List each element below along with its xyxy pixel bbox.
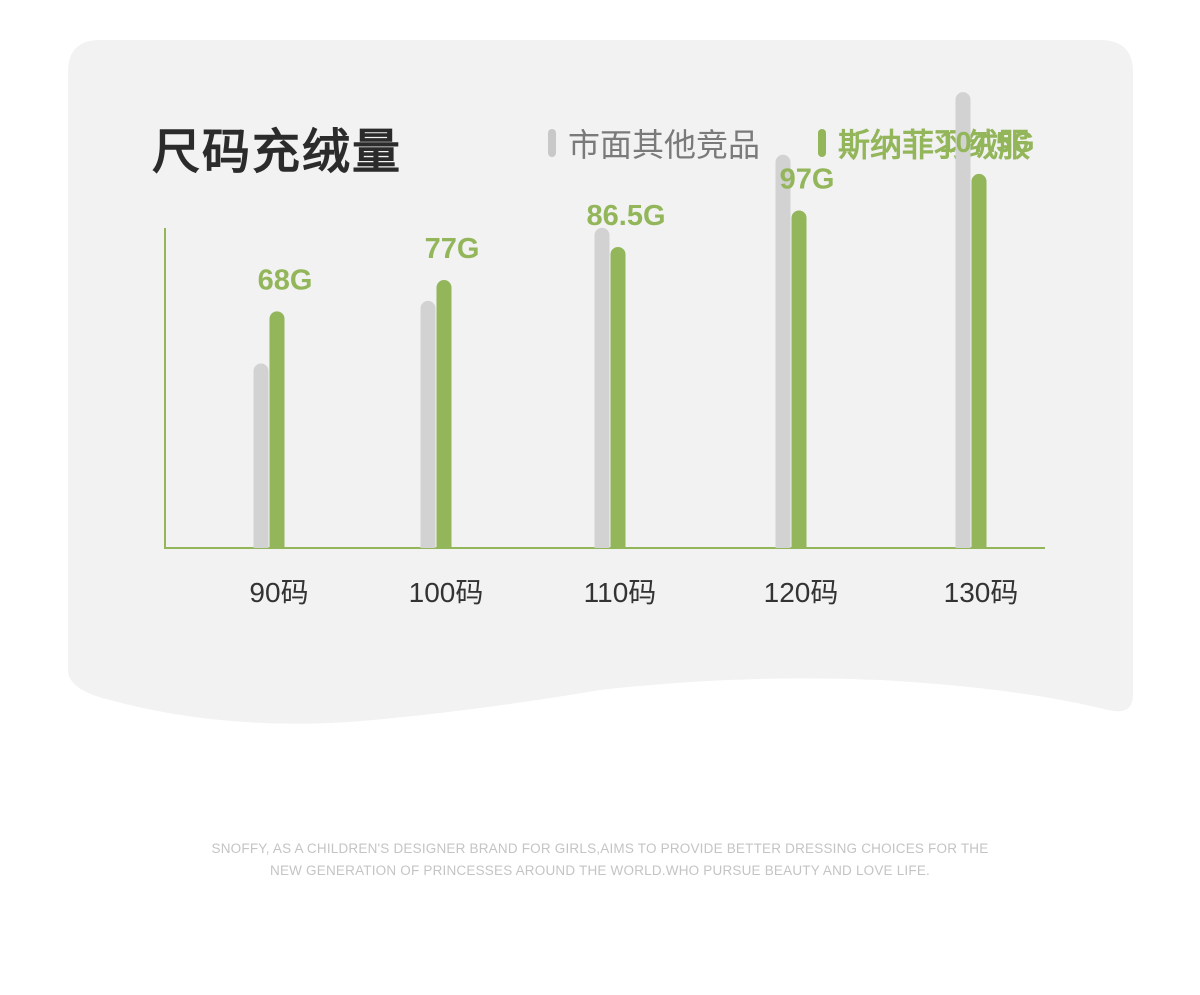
x-tick-label-3: 120码 xyxy=(764,577,839,608)
data-label-2: 86.5G xyxy=(587,200,666,232)
legend-swatch-other xyxy=(548,129,556,157)
bar-brand-4 xyxy=(971,173,987,548)
legend-label-brand: 斯纳菲羽绒服 xyxy=(838,126,1031,164)
x-tick-label-0: 90码 xyxy=(249,577,308,608)
legend-item-brand: 斯纳菲羽绒服 xyxy=(818,120,1030,166)
footer-line-2: NEW GENERATION OF PRINCESSES AROUND THE … xyxy=(270,863,930,878)
data-label-1: 77G xyxy=(425,233,480,265)
legend-label-other: 市面其他竞品 xyxy=(568,126,761,164)
bar-other-0 xyxy=(253,363,269,548)
bar-brand-1 xyxy=(436,280,452,548)
bar-other-3 xyxy=(775,154,791,548)
x-tick-label-2: 110码 xyxy=(584,577,657,608)
chart-title: 尺码充绒量 xyxy=(152,124,403,180)
bar-other-4 xyxy=(955,92,971,549)
bar-brand-3 xyxy=(791,210,807,549)
data-label-0: 68G xyxy=(258,264,313,296)
data-label-3: 97G xyxy=(780,163,835,195)
legend-swatch-brand xyxy=(818,129,826,157)
data-label-4: 107.5G xyxy=(939,127,1034,159)
bar-other-2 xyxy=(594,227,610,548)
bar-brand-2 xyxy=(610,246,626,548)
bar-other-1 xyxy=(420,300,436,548)
footer-tagline: SNOFFY, AS A CHILDREN'S DESIGNER BRAND F… xyxy=(0,838,1200,882)
x-tick-label-4: 130码 xyxy=(944,577,1019,608)
legend-item-other: 市面其他竞品 xyxy=(548,120,760,166)
footer-line-1: SNOFFY, AS A CHILDREN'S DESIGNER BRAND F… xyxy=(211,841,989,856)
bar-brand-0 xyxy=(269,311,285,548)
x-tick-label-1: 100码 xyxy=(409,577,484,608)
